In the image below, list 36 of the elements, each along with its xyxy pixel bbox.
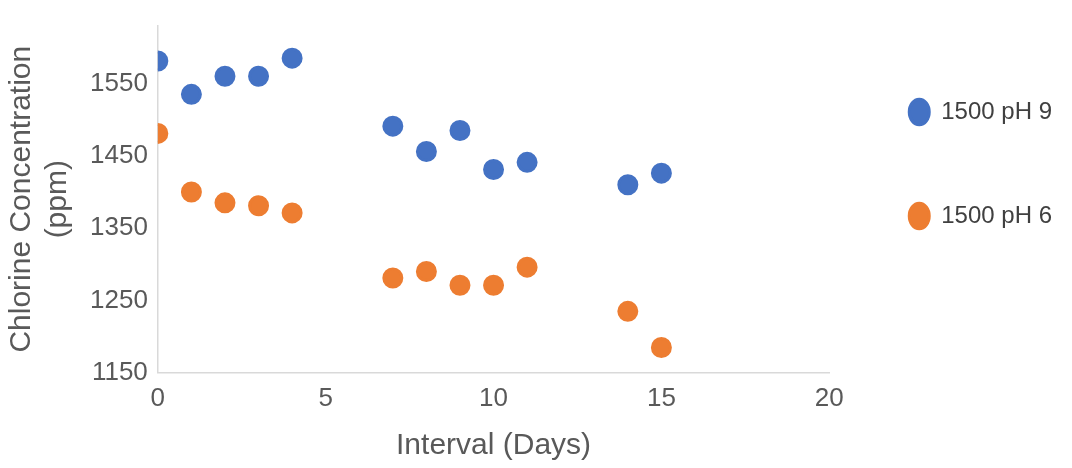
x-tick-label: 15 (646, 381, 676, 412)
point (281, 202, 303, 224)
point (483, 274, 505, 296)
point (382, 115, 404, 137)
y-tick-label: 1250 (90, 283, 148, 314)
x-tick-label: 20 (814, 381, 844, 412)
point (415, 140, 437, 162)
x-axis-title: Interval (Days) (396, 427, 592, 461)
x-tick-label: 10 (479, 381, 508, 412)
y-tick-label: 1550 (90, 66, 148, 97)
point (449, 274, 471, 296)
point (449, 119, 471, 141)
point (180, 181, 202, 203)
y-tick-label: 1450 (90, 138, 148, 169)
point (248, 195, 270, 217)
point (248, 65, 270, 87)
point (214, 65, 236, 87)
point (650, 162, 672, 184)
point (483, 159, 505, 181)
point (617, 174, 639, 196)
y-tick-label: 1350 (90, 211, 148, 242)
point (415, 261, 437, 283)
point (214, 192, 236, 214)
point (382, 267, 404, 289)
x-tick-label: 0 (150, 381, 166, 412)
x-tick-label: 5 (318, 381, 333, 412)
point (617, 300, 639, 322)
point (180, 83, 202, 105)
point (281, 47, 303, 69)
legend-label: 1500 pH 6 (941, 200, 1053, 228)
point (650, 336, 672, 358)
legend-label: 1500 pH 9 (941, 96, 1053, 124)
y-axis-title: Chlorine Concentration (ppm) (3, 45, 73, 353)
y-tick-label: 1150 (91, 355, 148, 386)
point (516, 151, 538, 173)
point (516, 256, 538, 278)
